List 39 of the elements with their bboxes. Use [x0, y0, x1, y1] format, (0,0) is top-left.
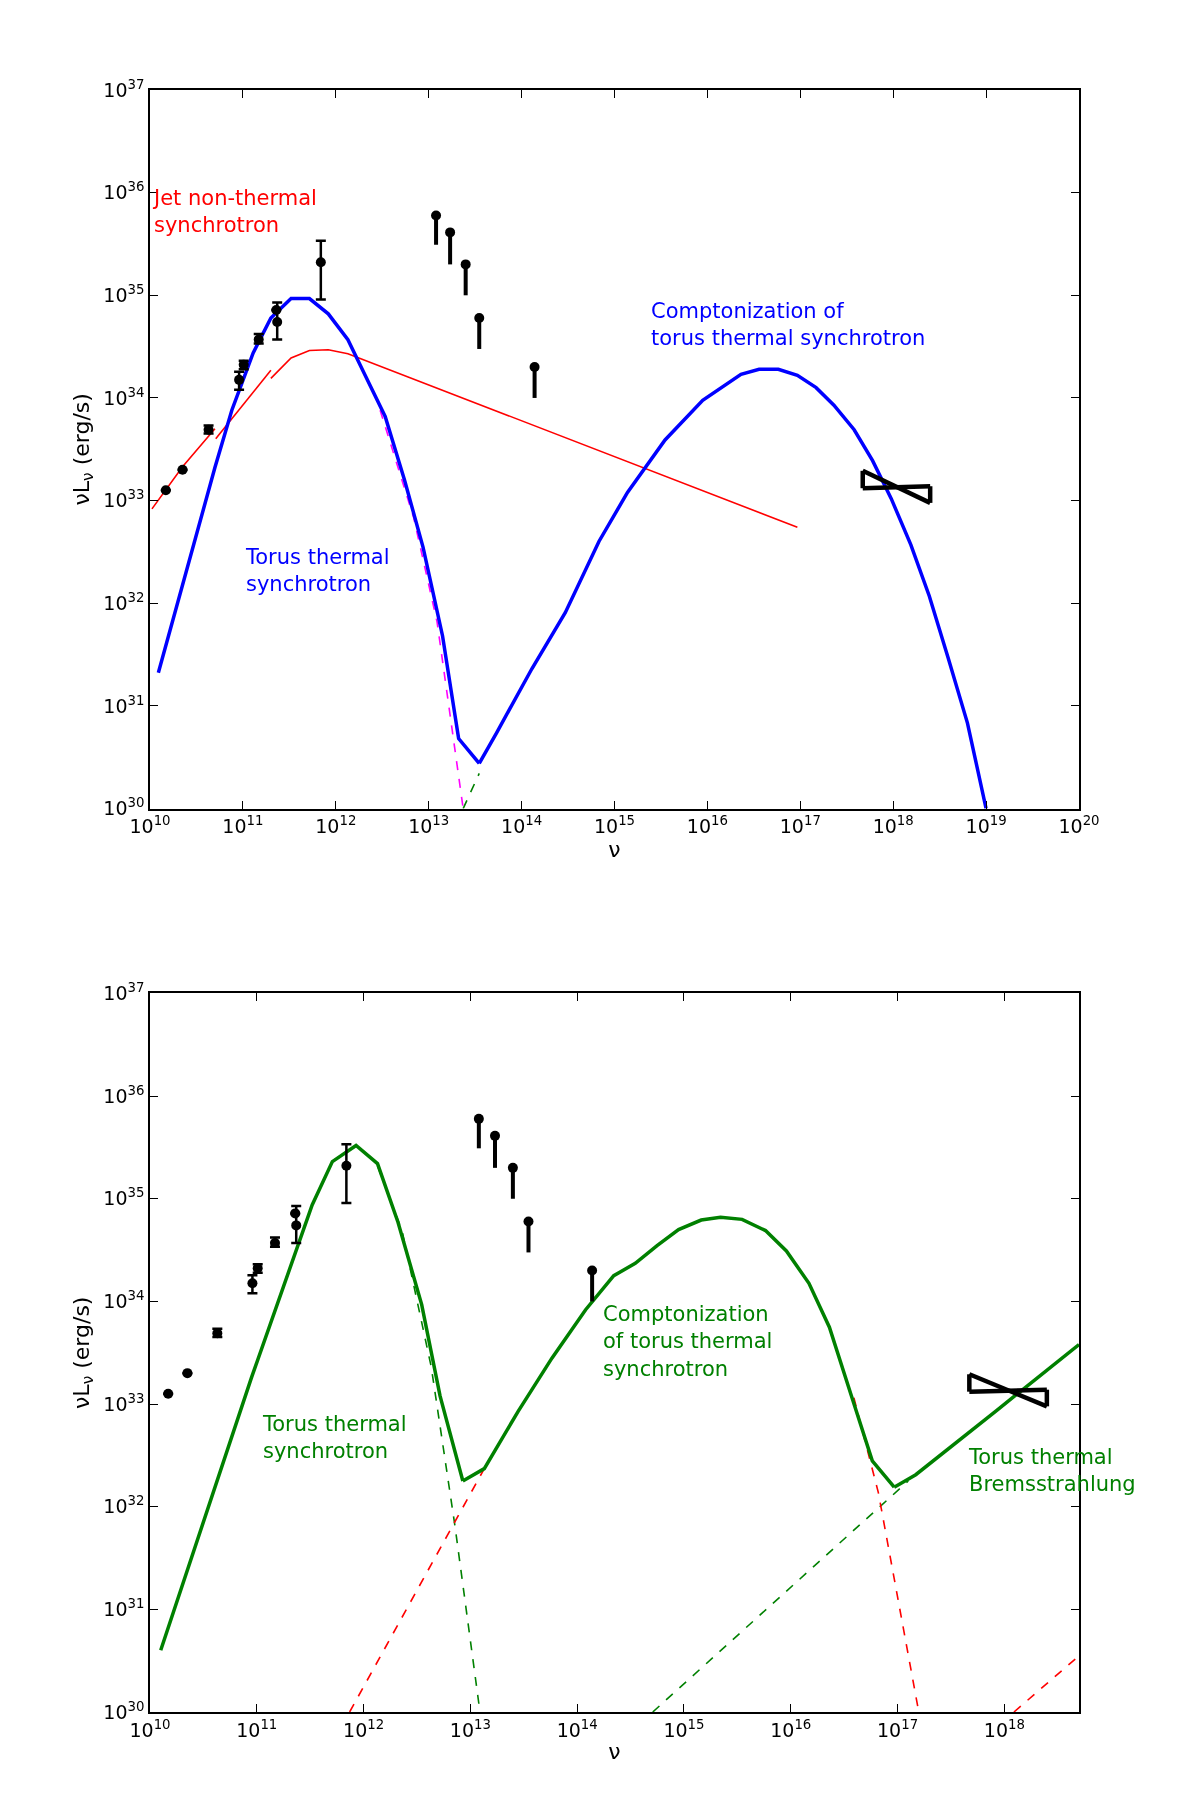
y-tick-label: 10$^{31}$	[103, 692, 145, 717]
y-tick-label: 10$^{34}$	[103, 1288, 145, 1313]
y-tick-label: 10$^{33}$	[103, 487, 145, 512]
y-tick-label: 10$^{35}$	[103, 1185, 145, 1210]
y-tick-label: 10$^{32}$	[103, 589, 145, 614]
x-tick-label: 10$^{11}$	[236, 1716, 278, 1741]
x-tick-label: 10$^{12}$	[343, 1716, 385, 1741]
x-tick-label: 10$^{12}$	[315, 813, 357, 838]
series-label: Comptonization of torus thermal synchrotron	[603, 1302, 773, 1381]
x-tick-label: 10$^{19}$	[965, 813, 1007, 838]
x-tick-label: 10$^{14}$	[556, 1716, 598, 1741]
x-tick-label: 10$^{14}$	[501, 813, 543, 838]
x-tick-label: 10$^{17}$	[779, 813, 821, 838]
text: Jet non-thermal synchrotron	[152, 186, 317, 238]
y-tick-label: 10$^{35}$	[103, 281, 145, 306]
y-tick-label: 10$^{36}$	[103, 179, 145, 204]
y-tick-label: 10$^{34}$	[103, 384, 145, 409]
text: Comptonization of torus thermal synchrotron	[651, 299, 926, 351]
y-tick-label: 10$^{31}$	[103, 1596, 145, 1620]
x-tick-label: 10$^{17}$	[877, 1716, 919, 1741]
x-tick-label: 10$^{18}$	[983, 1716, 1025, 1741]
x-tick-label: 10$^{15}$	[663, 1716, 705, 1741]
series-label: Torus thermal synchrotron	[245, 545, 390, 597]
x-axis-title: ν	[608, 1738, 621, 1764]
y-tick-label: 10$^{32}$	[103, 1493, 145, 1518]
x-tick-label: 10$^{18}$	[872, 813, 914, 838]
x-tick-label: 10$^{15}$	[593, 813, 636, 838]
series-label: Torus thermal synchrotron	[262, 1412, 407, 1464]
x-tick-label: 10$^{20}$	[1058, 813, 1100, 838]
y-tick-label: 10$^{33}$	[103, 1390, 145, 1415]
x-tick-label: 10$^{11}$	[222, 813, 264, 838]
y-tick-label: 10$^{37}$	[103, 76, 145, 101]
x-tick-label: 10$^{16}$	[770, 1716, 812, 1741]
x-axis-title: ν	[608, 837, 621, 863]
x-tick-label: 10$^{13}$	[408, 813, 450, 838]
x-tick-label: 10$^{13}$	[449, 1716, 491, 1741]
x-tick-label: 10$^{16}$	[686, 813, 728, 838]
y-tick-label: 10$^{37}$	[103, 980, 145, 1005]
y-tick-label: 10$^{36}$	[103, 1082, 145, 1107]
